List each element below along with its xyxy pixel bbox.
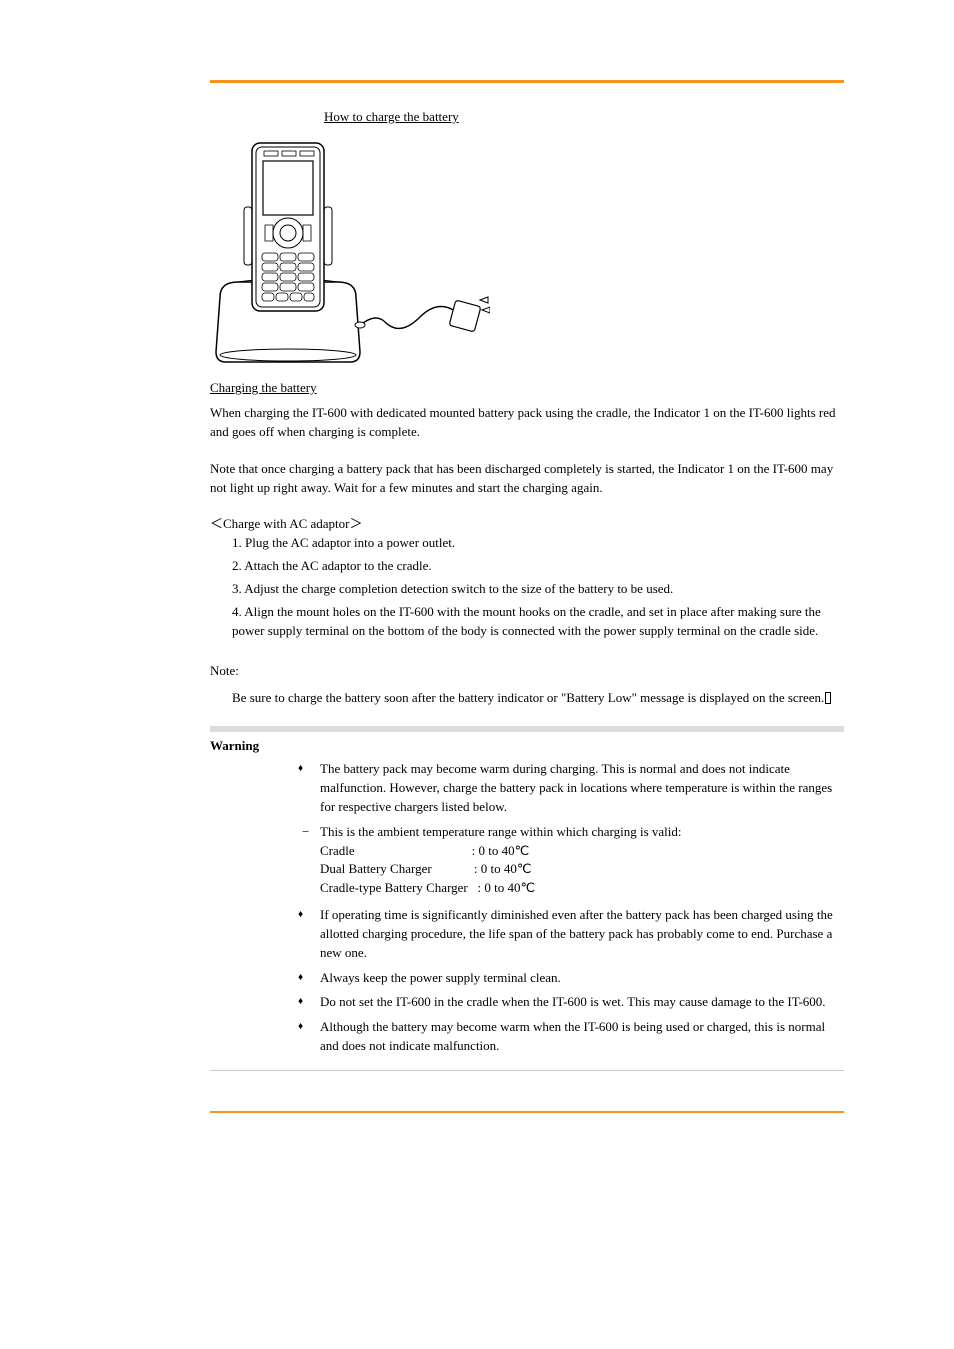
note-body: Be sure to charge the battery soon after… — [232, 689, 844, 708]
footer-rule — [210, 1111, 844, 1113]
warning-item-1: The battery pack may become warm during … — [320, 760, 844, 817]
empty-battery-icon — [825, 692, 831, 704]
step-2: 2. Attach the AC adaptor to the cradle. — [232, 557, 844, 576]
warning-item-5: Although the battery may become warm whe… — [320, 1018, 844, 1056]
figure-caption: Charging the battery — [210, 380, 844, 396]
warning-item-3: Always keep the power supply terminal cl… — [320, 969, 844, 988]
warning-list: The battery pack may become warm during … — [210, 760, 844, 817]
temp-row-2: Dual Battery Charger : 0 to 40℃ — [320, 860, 844, 879]
step-1: 1. Plug the AC adaptor into a power outl… — [232, 534, 844, 553]
warning-label: Warning — [210, 738, 844, 754]
warning-top-bar — [210, 726, 844, 732]
warning-subitem: This is the ambient temperature range wi… — [210, 823, 844, 842]
para-indicator: When charging the IT-600 with dedicated … — [210, 404, 844, 442]
warning-item-4: Do not set the IT-600 in the cradle when… — [320, 993, 844, 1012]
header-rule — [210, 80, 844, 83]
step-3: 3. Adjust the charge completion detectio… — [232, 580, 844, 599]
para-discharged-note: Note that once charging a battery pack t… — [210, 460, 844, 498]
note-body-text: Be sure to charge the battery soon after… — [232, 690, 824, 705]
temp-row-1: Cradle : 0 to 40℃ — [320, 842, 844, 861]
step-4: 4. Align the mount holes on the IT-600 w… — [232, 603, 844, 641]
charge-with-ac-heading: ＜Charge with AC adaptor＞ — [210, 515, 844, 534]
temp-row-3: Cradle-type Battery Charger : 0 to 40℃ — [320, 879, 844, 898]
warning-item-2: If operating time is significantly dimin… — [320, 906, 844, 963]
temperature-table: Cradle : 0 to 40℃ Dual Battery Charger :… — [320, 842, 844, 899]
warning-bottom-rule — [210, 1070, 844, 1071]
warning-list-2: If operating time is significantly dimin… — [210, 906, 844, 1056]
warning-1-sub: This is the ambient temperature range wi… — [320, 823, 844, 842]
note-label: Note: — [210, 662, 844, 681]
device-illustration — [210, 137, 844, 372]
how-to-charge-heading: How to charge the battery — [324, 109, 844, 125]
